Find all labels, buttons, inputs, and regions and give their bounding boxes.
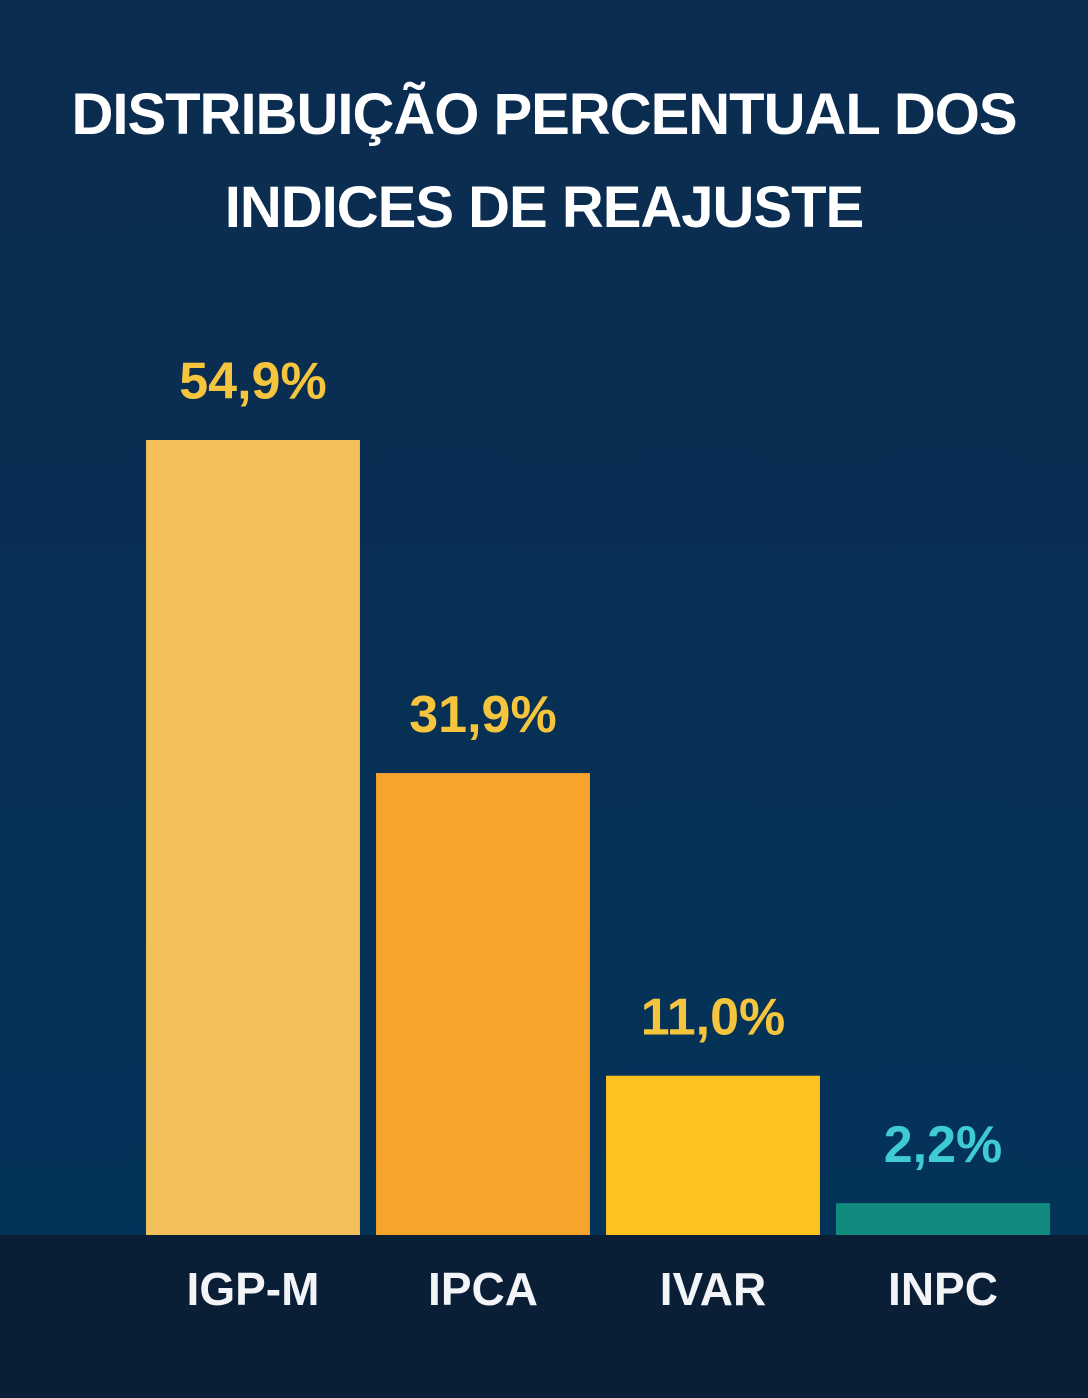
chart-title: DISTRIBUIÇÃO PERCENTUAL DOS INDICES DE R… [71,82,1017,240]
x-tick-label: IPCA [428,1263,538,1315]
bar [836,1203,1050,1235]
x-tick-label: INPC [888,1263,998,1315]
x-tick-label: IGP-M [187,1263,320,1315]
value-label: 2,2% [884,1116,1003,1174]
value-label: 11,0% [641,988,786,1046]
category-strip [0,1235,1088,1398]
bar [146,440,360,1235]
bar [606,1075,820,1235]
bar [376,773,590,1235]
value-label: 54,9% [179,353,326,411]
x-tick-label: IVAR [660,1263,767,1315]
value-label: 31,9% [409,686,556,744]
